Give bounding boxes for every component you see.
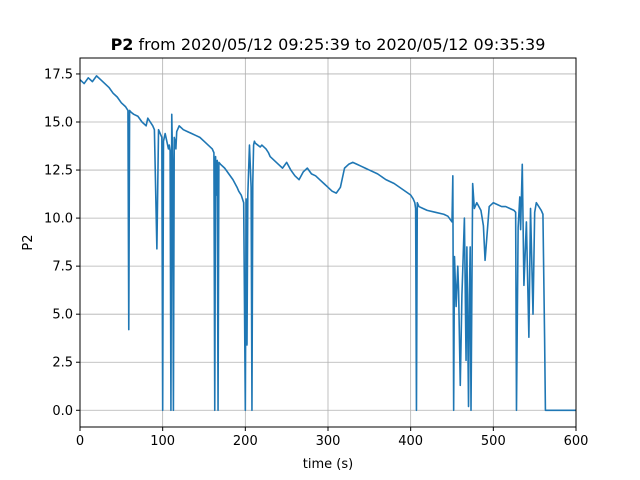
y-tick-label: 7.5 <box>52 260 73 275</box>
x-tick-label: 500 <box>481 434 506 449</box>
chart-title-bold: P2 <box>111 35 134 54</box>
chart-title-rest: from 2020/05/12 09:25:39 to 2020/05/12 0… <box>133 35 545 54</box>
y-tick-label: 2.5 <box>52 356 73 371</box>
x-tick-label: 400 <box>398 434 423 449</box>
y-tick-label: 15.0 <box>44 115 73 130</box>
x-tick-label: 200 <box>233 434 258 449</box>
y-tick-label: 12.5 <box>44 164 73 179</box>
x-axis-ticks: 0 100 200 300 400 500 600 <box>76 427 589 449</box>
series-line <box>79 75 576 412</box>
y-axis-ticks: 0.0 2.5 5.0 7.5 10.0 12.5 15.0 17.5 <box>44 67 80 419</box>
chart-title: P2 from 2020/05/12 09:25:39 to 2020/05/1… <box>111 35 546 54</box>
x-tick-label: 600 <box>564 434 589 449</box>
y-tick-label: 0.0 <box>52 404 73 419</box>
x-tick-label: 100 <box>150 434 175 449</box>
series-layer <box>79 75 576 412</box>
y-tick-label: 10.0 <box>44 212 73 227</box>
y-axis-label: P2 <box>21 234 36 250</box>
x-axis-label: time (s) <box>303 457 353 472</box>
y-tick-label: 5.0 <box>52 308 73 323</box>
x-tick-label: 300 <box>316 434 341 449</box>
x-tick-label: 0 <box>76 434 84 449</box>
y-tick-label: 17.5 <box>44 67 73 82</box>
